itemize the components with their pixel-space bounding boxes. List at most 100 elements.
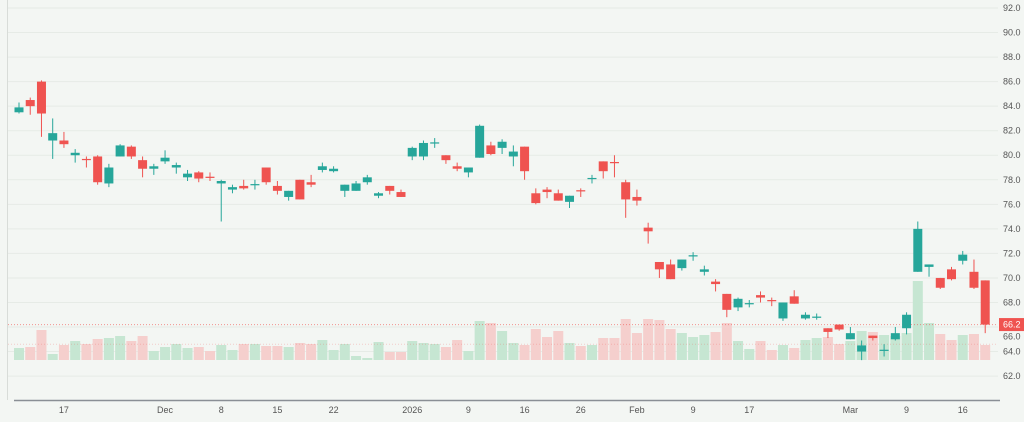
candle[interactable] bbox=[902, 312, 912, 335]
candle[interactable] bbox=[295, 179, 305, 200]
candle[interactable] bbox=[711, 279, 721, 292]
candle[interactable] bbox=[104, 163, 114, 188]
candle[interactable] bbox=[778, 302, 788, 321]
candle[interactable] bbox=[452, 162, 462, 172]
candle[interactable] bbox=[93, 155, 103, 185]
candle[interactable] bbox=[890, 327, 900, 341]
candle[interactable] bbox=[430, 138, 440, 148]
candle[interactable] bbox=[789, 290, 799, 304]
candle[interactable] bbox=[733, 297, 743, 312]
candle-body bbox=[576, 190, 586, 192]
candle[interactable] bbox=[666, 259, 676, 280]
candle[interactable] bbox=[385, 185, 395, 195]
candle[interactable] bbox=[845, 327, 855, 340]
candle[interactable] bbox=[632, 189, 642, 206]
candle[interactable] bbox=[958, 250, 968, 265]
candle[interactable] bbox=[194, 171, 204, 183]
candle[interactable] bbox=[980, 280, 990, 334]
candle[interactable] bbox=[475, 124, 485, 158]
candle[interactable] bbox=[306, 174, 316, 188]
candle[interactable] bbox=[329, 166, 339, 173]
candle[interactable] bbox=[654, 261, 664, 278]
candle[interactable] bbox=[351, 181, 361, 191]
candle[interactable] bbox=[205, 172, 215, 182]
time-axis[interactable]: 17 Dec 8 15 22 2026 9 16 26 Feb 9 17 Mar 9 16 bbox=[59, 405, 968, 415]
price-axis[interactable]: 92.0 90.0 88.0 86.0 84.0 82.0 80.0 78.0 76.0 74.0… bbox=[1003, 3, 1021, 381]
candle[interactable] bbox=[59, 131, 69, 148]
candle[interactable] bbox=[160, 150, 170, 164]
candle[interactable] bbox=[823, 328, 833, 339]
candle[interactable] bbox=[14, 102, 24, 114]
candle-body bbox=[272, 185, 282, 191]
candle[interactable] bbox=[486, 141, 496, 156]
candle[interactable] bbox=[699, 265, 709, 276]
candle[interactable] bbox=[722, 293, 732, 318]
candle[interactable] bbox=[126, 145, 136, 159]
candle[interactable] bbox=[857, 340, 867, 361]
candle[interactable] bbox=[250, 179, 260, 190]
candle[interactable] bbox=[621, 179, 631, 218]
candle[interactable] bbox=[924, 264, 934, 277]
candle[interactable] bbox=[284, 190, 294, 201]
candle[interactable] bbox=[767, 297, 777, 307]
candle[interactable] bbox=[756, 291, 766, 303]
candle[interactable] bbox=[531, 188, 541, 205]
volume-bar bbox=[586, 345, 597, 360]
candle[interactable] bbox=[643, 222, 653, 244]
candle[interactable] bbox=[520, 146, 530, 180]
candle[interactable] bbox=[868, 335, 878, 341]
candle[interactable] bbox=[688, 252, 698, 261]
candle[interactable] bbox=[418, 140, 428, 161]
candle[interactable] bbox=[565, 195, 575, 209]
candle-body bbox=[70, 152, 80, 156]
candle[interactable] bbox=[677, 259, 687, 271]
candle[interactable] bbox=[70, 149, 80, 163]
candle[interactable] bbox=[553, 189, 563, 201]
volume-bar bbox=[160, 347, 171, 360]
candle[interactable] bbox=[171, 162, 181, 174]
candle[interactable] bbox=[834, 324, 844, 331]
candle[interactable] bbox=[48, 118, 58, 159]
candle[interactable] bbox=[812, 313, 822, 320]
candle[interactable] bbox=[216, 179, 226, 222]
candle[interactable] bbox=[374, 192, 384, 199]
candle[interactable] bbox=[25, 97, 35, 115]
candle[interactable] bbox=[576, 188, 586, 197]
candle[interactable] bbox=[744, 300, 754, 308]
candle[interactable] bbox=[587, 174, 597, 184]
candle[interactable] bbox=[879, 344, 889, 357]
candle[interactable] bbox=[609, 155, 619, 178]
candle[interactable] bbox=[947, 266, 957, 281]
candle[interactable] bbox=[407, 146, 417, 161]
candle[interactable] bbox=[800, 312, 810, 320]
candle[interactable] bbox=[396, 189, 406, 197]
candle[interactable] bbox=[183, 169, 193, 182]
candle-body bbox=[36, 81, 46, 114]
candle[interactable] bbox=[441, 155, 451, 164]
candle[interactable] bbox=[149, 163, 159, 175]
candle[interactable] bbox=[317, 162, 327, 173]
candle[interactable] bbox=[81, 156, 91, 168]
candle[interactable] bbox=[227, 184, 237, 194]
candle[interactable] bbox=[362, 174, 372, 185]
candle[interactable] bbox=[261, 167, 271, 185]
candle[interactable] bbox=[463, 167, 473, 178]
candle[interactable] bbox=[542, 187, 552, 199]
candle[interactable] bbox=[115, 144, 125, 157]
candle[interactable] bbox=[913, 221, 923, 272]
candle[interactable] bbox=[239, 179, 249, 190]
candle[interactable] bbox=[969, 259, 979, 289]
candle[interactable] bbox=[497, 139, 507, 155]
candle[interactable] bbox=[935, 277, 945, 289]
candle-body bbox=[115, 145, 125, 157]
candle-body bbox=[609, 161, 619, 164]
candle[interactable] bbox=[36, 80, 46, 137]
candle[interactable] bbox=[138, 156, 148, 178]
candle[interactable] bbox=[598, 161, 608, 179]
candle[interactable] bbox=[508, 145, 518, 167]
candle-body bbox=[160, 157, 170, 162]
volume-bar bbox=[148, 351, 159, 360]
candle[interactable] bbox=[272, 181, 282, 195]
candle[interactable] bbox=[340, 184, 350, 197]
